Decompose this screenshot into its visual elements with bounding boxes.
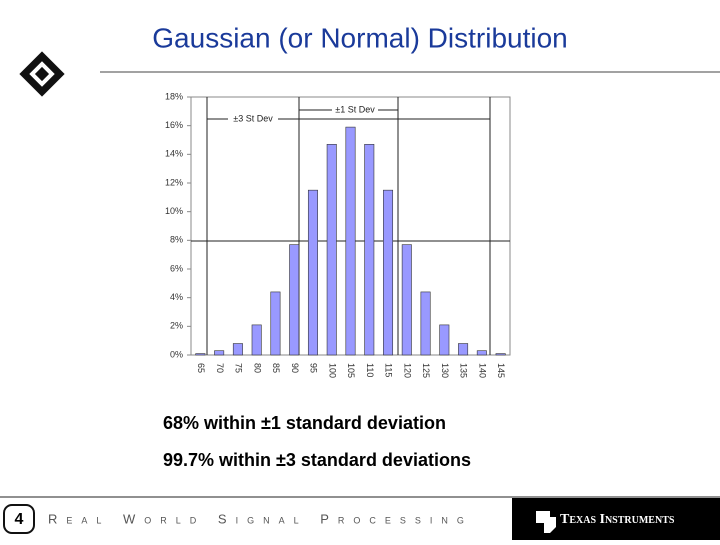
bar <box>232 343 243 356</box>
slide-title: Gaussian (or Normal) Distribution <box>152 22 567 53</box>
company-logo <box>536 511 556 533</box>
y-tick-label: 0% <box>170 349 183 359</box>
bar <box>251 324 262 356</box>
x-tick-label: 85 <box>271 363 281 373</box>
x-tick-label: 120 <box>402 363 412 378</box>
x-tick-label: 65 <box>196 363 206 373</box>
label-bg <box>332 104 378 116</box>
annotation: ±3 St Dev <box>233 113 273 123</box>
bullet: 68% within ±1 standard deviation <box>163 413 446 433</box>
bar <box>326 144 337 356</box>
logo <box>19 51 65 97</box>
y-tick-label: 6% <box>170 263 183 273</box>
y-tick-label: 8% <box>170 235 183 245</box>
tagline: Real World Signal Processing <box>48 511 473 526</box>
page-box <box>3 504 35 534</box>
x-tick-label: 70 <box>215 363 225 373</box>
company: Texas Instruments <box>560 512 675 527</box>
x-tick-label: 95 <box>309 363 319 373</box>
page-number: 4 <box>15 511 24 528</box>
x-tick-label: 130 <box>440 363 450 378</box>
x-tick-label: 110 <box>365 363 375 377</box>
bar <box>401 244 412 356</box>
bar <box>495 353 506 356</box>
x-tick-label: 140 <box>477 363 487 378</box>
bullet: 99.7% within ±3 standard deviations <box>163 450 471 470</box>
x-tick-label: 125 <box>421 363 431 378</box>
x-tick-label: 100 <box>327 363 337 378</box>
bar <box>270 291 281 356</box>
x-tick-label: 115 <box>384 363 394 377</box>
label-bg <box>229 113 277 125</box>
x-tick-label: 75 <box>234 363 244 373</box>
x-tick-label: 90 <box>290 363 300 373</box>
y-tick-label: 12% <box>165 177 183 187</box>
y-tick-label: 2% <box>170 321 183 331</box>
y-tick-label: 16% <box>165 120 183 130</box>
bar <box>458 343 469 356</box>
bar <box>439 324 450 356</box>
annotation: ±1 St Dev <box>335 104 375 114</box>
bar <box>195 353 206 356</box>
bar <box>364 144 375 356</box>
bar <box>289 244 300 356</box>
x-tick-label: 80 <box>252 363 262 373</box>
bar <box>307 189 318 356</box>
x-tick-label: 145 <box>496 363 506 378</box>
y-tick-label: 14% <box>165 149 183 159</box>
y-tick-label: 4% <box>170 292 183 302</box>
bar <box>345 126 356 356</box>
bar <box>383 189 394 356</box>
bar <box>476 350 487 356</box>
bar <box>214 350 225 356</box>
bar <box>420 291 431 356</box>
x-tick-label: 105 <box>346 363 356 378</box>
x-tick-label: 135 <box>459 363 469 378</box>
y-tick-label: 10% <box>165 206 183 216</box>
y-tick-label: 18% <box>165 91 183 101</box>
